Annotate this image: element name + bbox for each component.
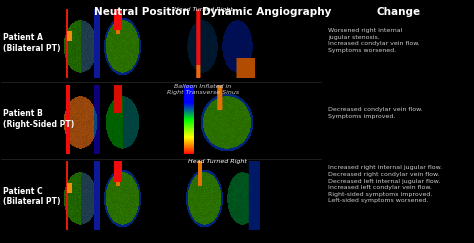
Text: Patient C
(Bilateral PT): Patient C (Bilateral PT) xyxy=(3,187,61,206)
Text: Patient A
(Bilateral PT): Patient A (Bilateral PT) xyxy=(3,33,61,53)
Text: Dynamic Angiography: Dynamic Angiography xyxy=(202,7,331,17)
Text: Head Turned Right: Head Turned Right xyxy=(173,8,232,12)
Text: Decreased condylar vein flow.
Symptoms improved.: Decreased condylar vein flow. Symptoms i… xyxy=(328,107,422,119)
Text: Head Turned Right: Head Turned Right xyxy=(188,159,246,164)
Text: Worsened right internal
jugular stenosis.
Increased condylar vein flow.
Symptoms: Worsened right internal jugular stenosis… xyxy=(328,28,419,53)
Text: Increased right internal jugular flow.
Decreased right condylar vein flow.
Decre: Increased right internal jugular flow. D… xyxy=(328,165,442,203)
Text: Neutral Position: Neutral Position xyxy=(94,7,190,17)
Text: Balloon Inflated in
Right Transverse Sinus: Balloon Inflated in Right Transverse Sin… xyxy=(167,84,239,95)
Text: Patient B
(Right-Sided PT): Patient B (Right-Sided PT) xyxy=(3,109,74,129)
Text: Change: Change xyxy=(376,7,420,17)
